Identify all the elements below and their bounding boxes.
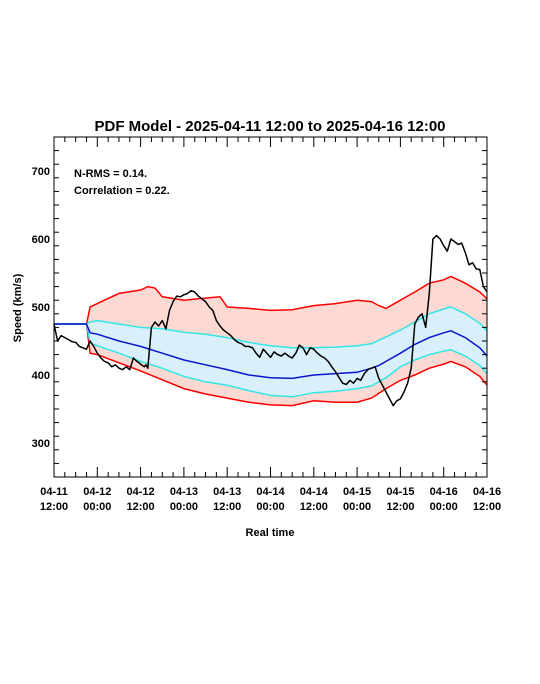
- x-tick-label: 04-15: [386, 486, 414, 498]
- x-tick-label: 00:00: [430, 501, 458, 513]
- x-tick-label: 12:00: [300, 501, 328, 513]
- x-tick-label: 04-14: [256, 486, 285, 498]
- x-tick-label: 04-13: [213, 486, 241, 498]
- x-axis-label: Real time: [246, 527, 295, 539]
- y-tick-label: 500: [32, 302, 50, 314]
- x-tick-label: 00:00: [83, 501, 111, 513]
- y-tick-label: 600: [32, 234, 50, 246]
- x-tick-label: 12:00: [386, 501, 414, 513]
- x-tick-label: 12:00: [473, 501, 501, 513]
- y-tick-label: 300: [32, 438, 50, 450]
- x-tick-label: 04-12: [83, 486, 111, 498]
- x-tick-label: 00:00: [256, 501, 284, 513]
- x-tick-label: 04-14: [300, 486, 329, 498]
- nrms-annotation: N-RMS = 0.14.: [74, 168, 147, 180]
- y-axis-label: Speed (km/s): [12, 273, 24, 342]
- chart-title: PDF Model - 2025-04-11 12:00 to 2025-04-…: [94, 118, 445, 135]
- x-tick-label: 04-11: [40, 486, 68, 498]
- x-tick-label: 00:00: [170, 501, 198, 513]
- series-median: [54, 323, 488, 380]
- axes: 300 400 500 600 700 04-11 12:00 04-12 00:00 04-12…: [32, 136, 501, 513]
- series-observed: [53, 234, 488, 407]
- series-lower-inner: [54, 323, 488, 398]
- x-tick-label: 04-12: [127, 486, 155, 498]
- x-tick-label: 04-15: [343, 486, 371, 498]
- x-tick-label: 12:00: [127, 501, 155, 513]
- series-lower-outer: [54, 323, 488, 407]
- x-tick-label: 04-16: [473, 486, 501, 498]
- x-tick-label: 04-13: [170, 486, 198, 498]
- y-tick-label: 400: [32, 370, 50, 382]
- correlation-annotation: Correlation = 0.22.: [74, 185, 170, 197]
- y-tick-label: 700: [32, 166, 50, 178]
- plot-area: [53, 234, 488, 407]
- x-tick-label: 12:00: [213, 501, 241, 513]
- x-tick-label: 00:00: [343, 501, 371, 513]
- x-tick-label: 12:00: [40, 501, 68, 513]
- x-tick-label: 04-16: [430, 486, 458, 498]
